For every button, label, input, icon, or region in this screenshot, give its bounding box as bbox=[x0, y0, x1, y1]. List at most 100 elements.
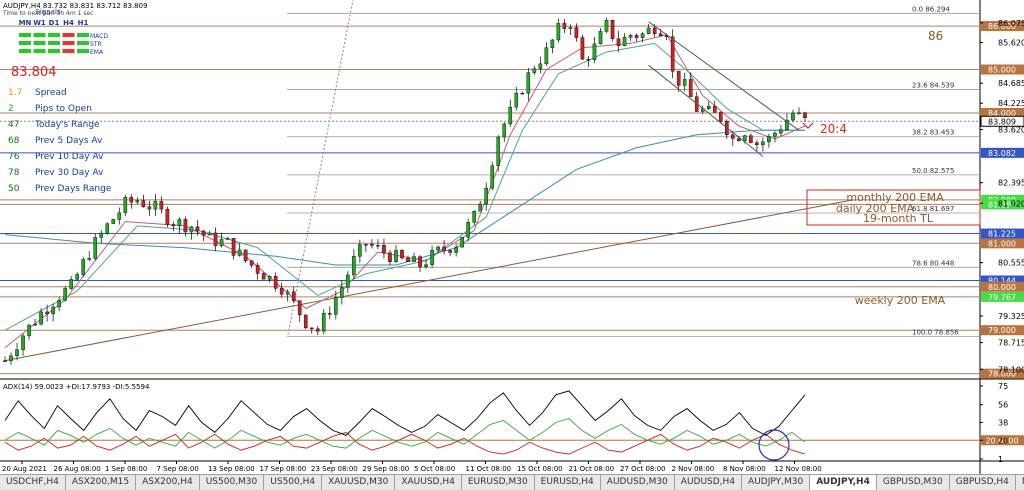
info-label-6: Prev Days Range bbox=[35, 184, 112, 194]
tab-gbpusd-m30[interactable]: GBPUSD,M30 bbox=[877, 475, 950, 490]
tab-us500-m30[interactable]: US500,M30 bbox=[200, 475, 265, 490]
x-tick-label-0: 20 Aug 2021 bbox=[2, 465, 47, 473]
y-tick-label-9: 78.715 bbox=[998, 339, 1024, 348]
caret-20-4 bbox=[802, 122, 814, 129]
candle-body-12 bbox=[75, 274, 79, 280]
candle-body-44 bbox=[267, 275, 272, 280]
candle-body-89 bbox=[538, 63, 543, 69]
candle-body-87 bbox=[526, 72, 531, 94]
candle-body-26 bbox=[159, 201, 164, 210]
tab-xauusd-m30[interactable]: XAUUSD,M30 bbox=[322, 475, 396, 490]
candle-body-63 bbox=[382, 245, 386, 254]
x-tick-label-8: 5 Oct 08:00 bbox=[414, 465, 455, 473]
level-tag-label-11: 79.000 bbox=[988, 326, 1016, 335]
signal-cell-macd-4 bbox=[77, 33, 89, 37]
signals-title: Signals bbox=[35, 8, 61, 16]
tab-audjpy-h4[interactable]: AUDJPY,H4 bbox=[810, 475, 877, 490]
current-price-label: 83.809 bbox=[988, 117, 1016, 126]
candle-body-103 bbox=[622, 37, 627, 46]
tab-usdchf-h4[interactable]: USDCHF,H4 bbox=[0, 475, 66, 490]
candle-body-17 bbox=[105, 223, 110, 234]
candle-body-132 bbox=[797, 112, 801, 115]
info-label-1: Pips to Open bbox=[35, 104, 92, 114]
candle-body-16 bbox=[99, 232, 104, 238]
level-tag-12 bbox=[981, 368, 1024, 379]
y-tick-label-6: 81.920 bbox=[998, 199, 1024, 208]
signal-timeframe-d1: D1 bbox=[49, 19, 60, 27]
fib-label-6: 100.0 78.856 bbox=[912, 328, 959, 336]
x-tick-label-5: 17 Sep 08:00 bbox=[260, 465, 307, 473]
info-label-0: Spread bbox=[35, 88, 67, 98]
candle-body-54 bbox=[328, 312, 332, 315]
candle-body-109 bbox=[658, 33, 663, 36]
symbol-line: AUDJPY,H4 83.732 83.831 83.712 83.809 bbox=[3, 2, 148, 10]
candle-body-6 bbox=[39, 311, 43, 325]
candle-body-24 bbox=[147, 206, 152, 210]
signal-cell-ema-1 bbox=[33, 49, 46, 53]
candle-body-102 bbox=[616, 38, 621, 46]
candle-body-36 bbox=[219, 239, 224, 246]
candle-body-0 bbox=[3, 360, 7, 362]
candle-body-129 bbox=[779, 129, 783, 134]
label-weekly-200-ema: weekly 200 EMA bbox=[855, 294, 946, 307]
level-tag-2 bbox=[981, 107, 1024, 118]
tab-audjpy-m30[interactable]: AUDJPY,M30 bbox=[742, 475, 811, 490]
signal-label-str: STR bbox=[90, 41, 102, 48]
fib-label-0: 0.0 86.294 bbox=[912, 5, 950, 13]
tab-audusd-h4[interactable]: AUDUSD,H4 bbox=[675, 475, 743, 490]
candle-body-112 bbox=[676, 71, 681, 86]
candle-body-84 bbox=[508, 106, 513, 125]
adx-tick-label-0: 75 bbox=[998, 382, 1008, 391]
level-tag-8 bbox=[981, 275, 1024, 286]
tab-eurusd-m30[interactable]: EURUSD,M30 bbox=[462, 475, 535, 490]
candle-body-69 bbox=[418, 256, 422, 267]
tab-gbpusd-h4[interactable]: GBPUSD,H4 bbox=[950, 475, 1016, 490]
candle-body-122 bbox=[737, 138, 741, 142]
candle-body-20 bbox=[123, 197, 128, 213]
candle-body-46 bbox=[279, 288, 284, 295]
candle-body-55 bbox=[334, 297, 338, 315]
candle-body-41 bbox=[249, 260, 254, 266]
tab-audusd-m30[interactable]: AUDUSD,M30 bbox=[601, 475, 675, 490]
candle-body-119 bbox=[718, 112, 723, 122]
y-tick-label-7: 80.555 bbox=[998, 259, 1024, 268]
candle-body-23 bbox=[141, 200, 146, 207]
candle-body-27 bbox=[165, 208, 170, 225]
adx-tick-label-1: 56 bbox=[998, 401, 1008, 410]
level-tag-label-8: 80.144 bbox=[988, 277, 1016, 286]
candle-body-108 bbox=[652, 27, 657, 34]
candle-body-131 bbox=[791, 112, 795, 121]
x-tick-label-11: 21 Oct 08:00 bbox=[569, 465, 615, 473]
candle-body-114 bbox=[688, 79, 693, 97]
chart-canvas[interactable]: 86.00085.00084.00083.08282.00081.89781.2… bbox=[0, 0, 1024, 474]
candle-body-99 bbox=[598, 31, 603, 45]
info-value-0: 1.7 bbox=[8, 88, 22, 98]
candle-body-3 bbox=[21, 335, 25, 350]
time-to-next-bar: Time to next bar: 3h 4m 1 sec bbox=[2, 10, 93, 17]
candle-body-8 bbox=[51, 306, 55, 315]
tab-eurusd-h4[interactable]: EURUSD,H4 bbox=[535, 475, 601, 490]
signal-cell-macd-1 bbox=[33, 33, 46, 37]
level-tag-label-6: 81.225 bbox=[988, 230, 1016, 239]
tab-us500-h4[interactable]: US500,H4 bbox=[264, 475, 323, 490]
tab-asx200-m15[interactable]: ASX200,M15 bbox=[66, 475, 137, 490]
candle-body-97 bbox=[586, 58, 591, 61]
candle-body-118 bbox=[712, 105, 717, 113]
candle-body-30 bbox=[183, 219, 188, 233]
level-tag-11 bbox=[981, 325, 1024, 336]
tab-xauusd-h4[interactable]: XAUUSD,H4 bbox=[395, 475, 462, 490]
candle-body-94 bbox=[568, 27, 573, 29]
symbol-tab-bar: USDCHF,H4 ASX200,M15 ASX200,H4 US500,M30 US5… bbox=[0, 474, 1024, 490]
tab-nzdusd-h4[interactable]: NZDUSD,H4 bbox=[1016, 475, 1024, 490]
candle-body-22 bbox=[135, 200, 140, 203]
candle-body-100 bbox=[604, 19, 609, 32]
candle-body-53 bbox=[321, 312, 326, 332]
signal-timeframe-h4: H4 bbox=[63, 19, 74, 27]
x-tick-label-2: 1 Sep 08:00 bbox=[105, 465, 147, 473]
tab-asx200-h4[interactable]: ASX200,H4 bbox=[136, 475, 200, 490]
candle-body-2 bbox=[15, 349, 19, 357]
fib-label-4: 61.8 81.697 bbox=[912, 205, 954, 213]
candle-body-37 bbox=[225, 238, 230, 240]
level-tag-7 bbox=[981, 238, 1024, 249]
level-tag-10 bbox=[981, 291, 1024, 302]
